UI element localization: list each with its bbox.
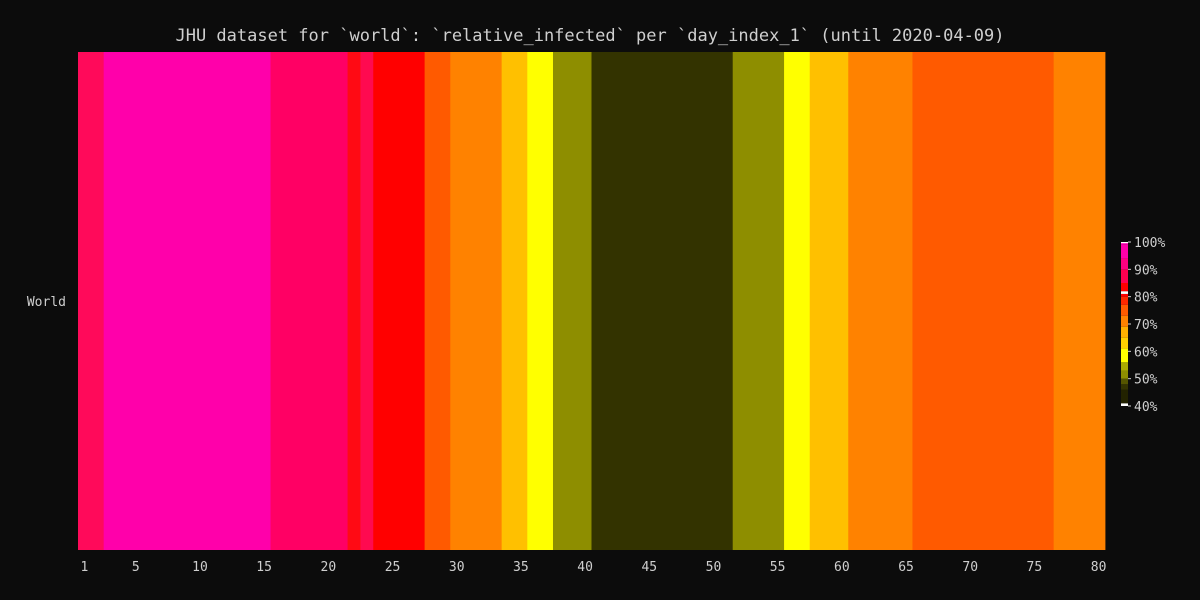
x-tick-label: 40 [577, 560, 593, 575]
row-label: World [27, 295, 66, 310]
heat-cell-17 [912, 52, 1055, 550]
x-tick-label: 35 [513, 560, 529, 575]
heat-cell-15 [809, 52, 849, 550]
colorbar-band [1121, 326, 1128, 338]
x-tick-label: 1 [81, 560, 89, 575]
colorbar-tick-label: 80% [1134, 291, 1158, 306]
colorbar-band [1121, 337, 1128, 349]
x-tick-label: 60 [834, 560, 850, 575]
chart-title: JHU dataset for `world`: `relative_infec… [175, 26, 1004, 46]
colorbar-band [1121, 384, 1128, 390]
colorbar-tick-label: 70% [1134, 318, 1158, 333]
heat-cell-2 [103, 52, 271, 550]
x-tick-label: 70 [962, 560, 978, 575]
colorbar-band [1121, 293, 1128, 297]
heat-cell-18 [1053, 52, 1106, 550]
colorbar-band [1121, 244, 1128, 259]
x-tick-label: 75 [1027, 560, 1043, 575]
colorbar-band [1121, 315, 1128, 327]
colorbar-tick-label: 90% [1134, 263, 1158, 278]
heat-cell-13 [732, 52, 785, 550]
heat-cell-1 [78, 52, 105, 550]
heatmap-cells [78, 52, 1106, 550]
x-tick-label: 55 [770, 560, 786, 575]
heat-cell-10 [527, 52, 554, 550]
colorbar-band [1121, 389, 1128, 404]
colorbar-tick-label: 100% [1134, 236, 1165, 251]
heat-cell-7 [424, 52, 451, 550]
colorbar-band [1121, 370, 1128, 379]
heat-cell-14 [784, 52, 811, 550]
colorbar-band [1121, 283, 1128, 292]
colorbar-tick-label: 60% [1134, 345, 1158, 360]
colorbar-band [1121, 296, 1128, 305]
colorbar-band [1121, 403, 1128, 406]
x-axis: 1 5 10 15 20 25 30 35 40 45 50 55 60 65 70 75 80 [81, 560, 1107, 575]
colorbar-band [1121, 269, 1128, 283]
colorbar-tick-label: 50% [1134, 373, 1158, 388]
x-tick-label: 20 [321, 560, 337, 575]
colorbar-ticks: 100% 90% 80% 70% 60% 50% 40% [1128, 236, 1165, 415]
heat-cell-11 [552, 52, 592, 550]
colorbar-band [1121, 258, 1128, 270]
heat-cell-5 [360, 52, 374, 550]
heat-cell-16 [848, 52, 913, 550]
heat-cell-3 [270, 52, 348, 550]
x-tick-label: 5 [132, 560, 140, 575]
x-tick-label: 65 [898, 560, 914, 575]
x-tick-label: 15 [256, 560, 272, 575]
heat-cell-8 [450, 52, 503, 550]
colorbar-tick-label: 40% [1134, 400, 1158, 415]
x-tick-label: 25 [385, 560, 401, 575]
colorbar-band [1121, 348, 1128, 363]
x-tick-label: 50 [706, 560, 722, 575]
colorbar-band [1121, 362, 1128, 371]
x-tick-label: 10 [192, 560, 208, 575]
heat-cell-9 [501, 52, 528, 550]
colorbar-band [1121, 304, 1128, 316]
x-tick-label: 30 [449, 560, 465, 575]
x-tick-label: 80 [1091, 560, 1107, 575]
colorbar-band [1121, 378, 1128, 385]
x-tick-label: 45 [641, 560, 657, 575]
heat-cell-4 [347, 52, 361, 550]
colorbar-band [1121, 242, 1128, 244]
heat-cell-12 [591, 52, 734, 550]
colorbar-band [1121, 242, 1128, 245]
heat-cell-6 [373, 52, 426, 550]
colorbar-band [1121, 291, 1128, 294]
colorbar [1121, 242, 1128, 406]
